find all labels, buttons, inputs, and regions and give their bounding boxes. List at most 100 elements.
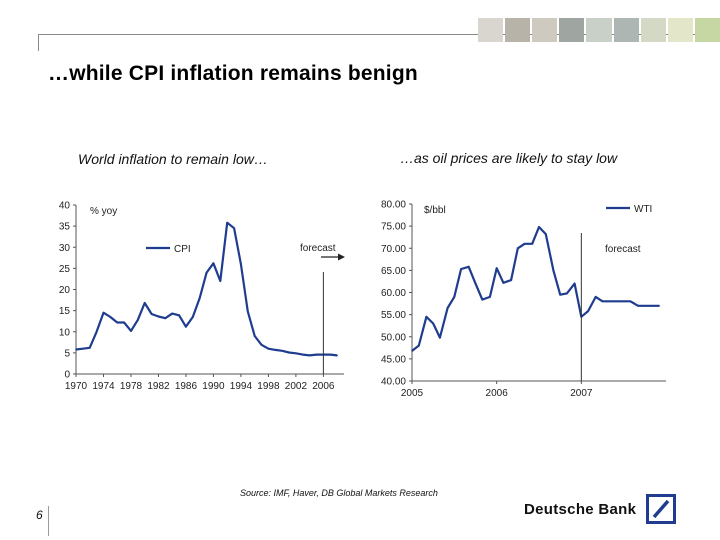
data-point [281,350,283,352]
data-point [622,300,625,303]
data-point [559,293,561,296]
x-tick-label: 2002 [285,381,308,392]
y-tick-label: 40 [59,201,71,212]
data-point [545,233,547,235]
data-point [164,317,167,319]
y-tick-label: 55.00 [381,310,406,321]
data-point [601,300,604,303]
data-point [308,354,311,357]
legend-label: CPI [174,244,191,255]
x-tick-label: 1998 [257,381,280,392]
cpi-chart: 0 5 10 15 20 25 30 35 40 1970 1974 1978 1982 1986 1990… [40,188,354,411]
data-point [288,351,290,354]
forecast-label: forecast [605,244,641,255]
data-point [594,296,597,298]
data-point [212,262,215,265]
forecast-arrow-icon [338,253,345,261]
forecast-label: forecast [300,243,336,254]
y-tick-label: 20 [59,285,71,296]
x-tick-label: 1974 [92,381,115,392]
y-tick-label: 50.00 [381,332,406,343]
data-point [198,297,201,299]
data-point [205,271,208,274]
unit-label: % yoy [90,206,117,217]
data-point [116,321,118,324]
data-point [88,347,91,349]
brand-block: Deutsche Bank [524,494,677,524]
y-tick-label: 10 [59,327,71,338]
data-point [75,348,77,351]
y-tick-label: 45.00 [381,354,406,365]
x-tick-label: 2006 [486,388,509,399]
page-number-rule [48,506,49,536]
y-tick-label: 0 [64,370,70,381]
slide-title: …while CPI inflation remains benign [48,62,418,85]
data-point [467,266,470,268]
data-point [616,300,618,303]
data-point [260,344,263,346]
source-note: Source: IMF, Haver, DB Global Markets Re… [240,488,438,498]
data-point [658,305,660,307]
deutsche-bank-logo-icon [646,494,677,524]
data-point [171,312,173,315]
data-point [315,353,318,356]
data-point [102,311,105,314]
y-tick-label: 40.00 [381,377,406,388]
data-point [336,354,338,357]
x-tick-label: 1986 [175,381,198,392]
data-point [566,292,568,295]
legend-label: WTI [634,204,652,215]
y-tick-label: 30 [59,243,71,254]
y-tick-label: 60.00 [381,288,406,299]
page-number: 6 [36,508,43,522]
y-tick-label: 35 [59,222,71,233]
data-point [157,315,160,318]
series-line-cpi [75,221,338,357]
data-point [411,350,413,352]
data-point [629,300,632,303]
data-point [95,331,98,333]
cpi-chart-svg: 0 5 10 15 20 25 30 35 40 1970 1974 1978 1982 1986 1990… [59,201,345,392]
data-point [233,227,235,229]
data-point [240,263,242,265]
data-point [644,305,646,307]
x-tick-label: 2007 [570,388,593,399]
data-point [552,269,555,272]
y-tick-label: 80.00 [381,200,406,211]
data-point [150,313,153,315]
x-tick-label: 1990 [202,381,225,392]
data-point [481,298,484,301]
data-point [573,282,576,285]
y-tick-label: 15 [59,306,71,317]
right-chart-title: …as oil prices are likely to stay low [400,150,618,166]
header-banner-image [478,18,720,42]
data-point [650,305,653,307]
data-point [460,268,462,270]
header-frame [38,34,720,51]
wti-chart-svg: 40.00 45.00 50.00 55.00 60.00 65.00 70.00 75.00… [381,200,666,399]
data-point [143,302,146,304]
x-tick-label: 2005 [401,388,424,399]
data-point [439,336,441,339]
data-point [253,335,256,337]
data-point [137,319,139,321]
data-point [489,296,491,298]
data-point [587,310,589,312]
data-point [637,305,639,307]
data-point [453,296,456,298]
data-point [267,347,270,350]
data-point [247,310,249,313]
y-tick-label: 25 [59,264,71,275]
data-point [123,321,125,324]
data-point [109,316,112,318]
x-tick-label: 1982 [147,381,170,392]
data-point [495,267,498,269]
data-point [295,352,297,355]
data-point [82,347,84,350]
data-point [418,344,420,347]
data-point [178,314,180,317]
data-point [425,316,428,318]
data-point [192,316,194,318]
data-point [432,322,434,325]
data-point [502,282,505,284]
